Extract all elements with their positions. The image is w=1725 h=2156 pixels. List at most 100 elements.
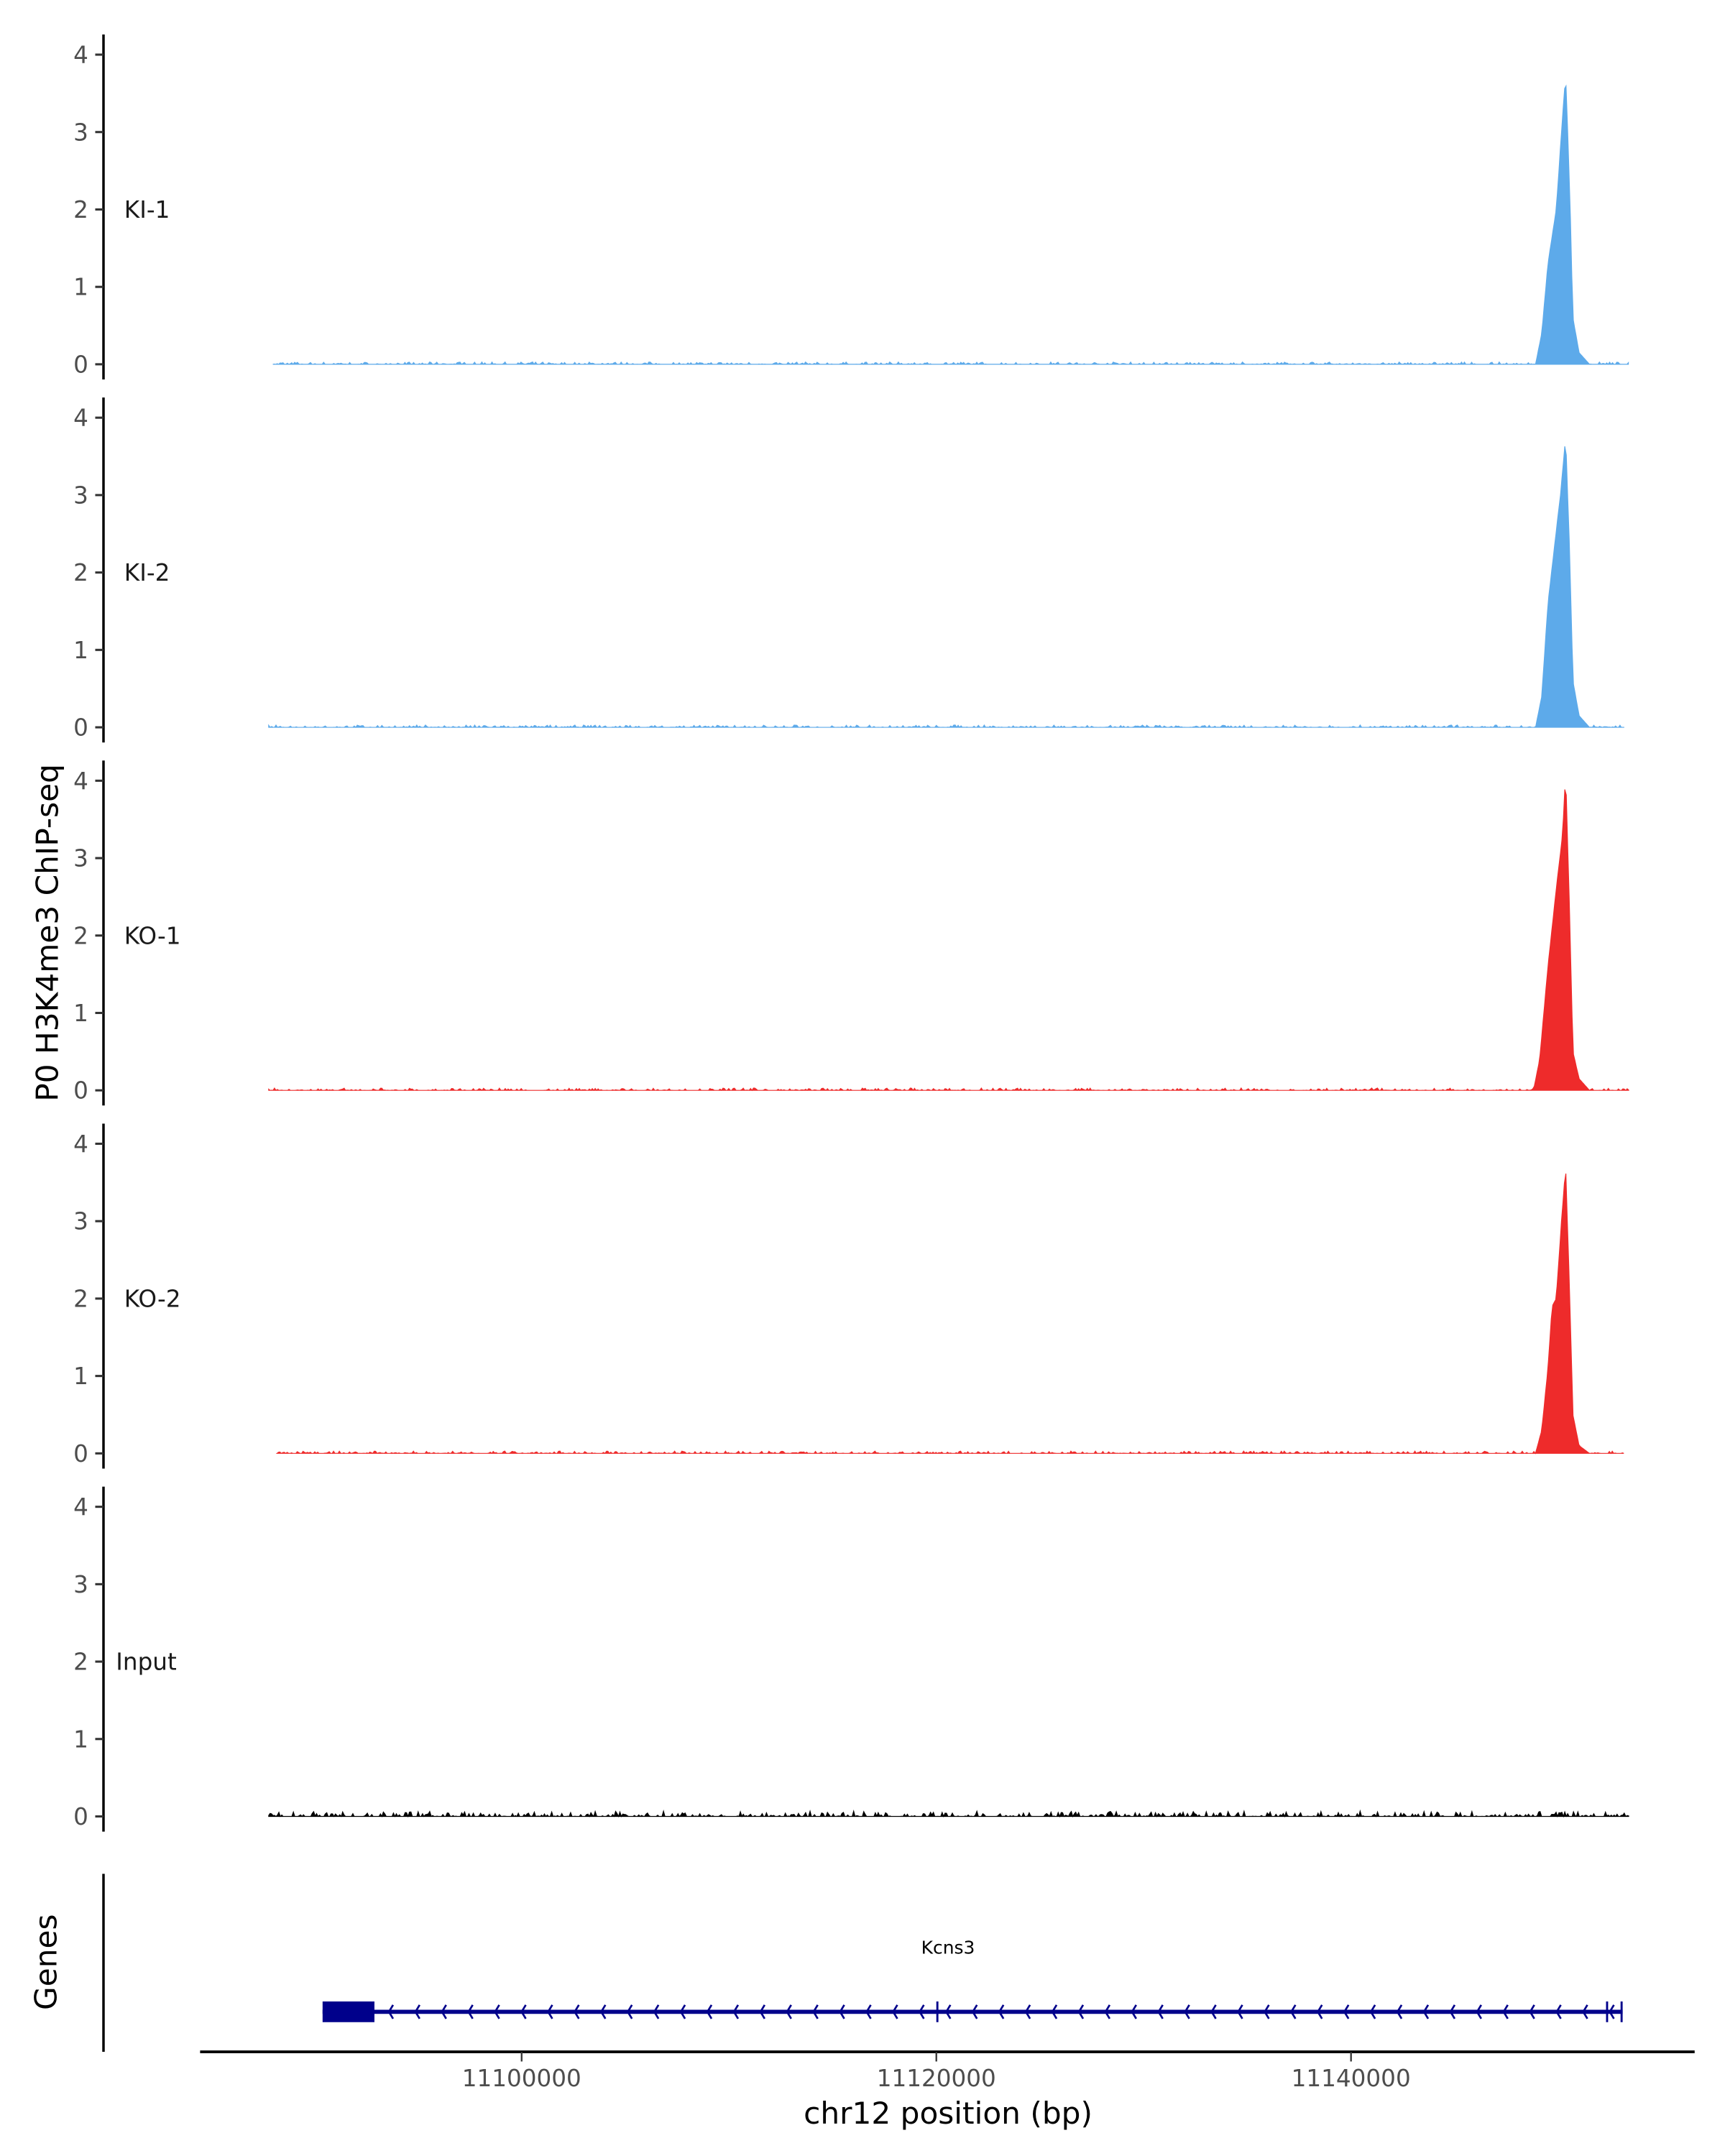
y-tick-label: 2 <box>73 1649 88 1676</box>
y-tick-label: 2 <box>73 196 88 224</box>
gene-model-kcns3 <box>322 2001 1623 2022</box>
strand-arrow-icon <box>786 2004 792 2019</box>
coverage-area-ki-2 <box>268 446 1624 729</box>
y-tick-label: 1 <box>73 1363 88 1390</box>
x-axis: 11100000 11120000 11140000 chr12 position … <box>200 2050 1695 2131</box>
strand-arrow-icon <box>1157 2004 1164 2019</box>
strand-arrow-icon <box>998 2004 1005 2019</box>
strand-arrow-icon <box>494 2004 500 2019</box>
gene-exon <box>322 2001 374 2022</box>
panel-ko-2: 0 1 2 3 4 KO-2 <box>73 1123 1624 1469</box>
panel-label: KO-1 <box>124 922 181 949</box>
gene-exon <box>936 2001 939 2022</box>
y-tick-label: 0 <box>73 351 88 378</box>
strand-arrow-icon <box>865 2004 872 2019</box>
y-tick-label: 0 <box>73 1803 88 1830</box>
strand-arrow-icon <box>759 2004 766 2019</box>
gene-track: Genes Kcns3 <box>29 1874 1623 2053</box>
strand-arrow-icon <box>812 2004 819 2019</box>
panel-ki-1: 0 1 2 3 4 KI-1 <box>73 34 1629 379</box>
x-tick-label: 11120000 <box>877 2065 996 2092</box>
y-tick-label: 1 <box>73 1726 88 1753</box>
coverage-area-input <box>268 1809 1629 1818</box>
strand-arrow-icon <box>1369 2004 1376 2019</box>
y-tick-label: 4 <box>73 42 88 69</box>
y-tick-label: 4 <box>73 405 88 432</box>
gene-label: Kcns3 <box>921 1938 975 1958</box>
strand-arrow-icon <box>1396 2004 1403 2019</box>
strand-arrow-icon <box>1476 2004 1482 2019</box>
strand-arrow-icon <box>1024 2004 1031 2019</box>
strand-arrow-icon <box>1609 2004 1615 2019</box>
panel-label: KO-2 <box>124 1285 181 1312</box>
strand-arrow-icon <box>892 2004 898 2019</box>
strand-arrow-icon <box>414 2004 420 2019</box>
gene-exon <box>1606 2001 1609 2022</box>
strand-arrow-icon <box>1502 2004 1509 2019</box>
y-tick-label: 4 <box>73 1130 88 1158</box>
strand-arrow-icon <box>626 2004 633 2019</box>
coverage-panels: 0 1 2 3 4 KI-1 0 1 2 3 4 KI-2 0 1 2 3 4 KO-1 0 1 2 3 4 KO-2 0 1 2 3… <box>73 34 1629 1832</box>
strand-arrow-icon <box>1449 2004 1456 2019</box>
strand-arrow-icon <box>467 2004 474 2019</box>
y-tick-label: 3 <box>73 845 88 872</box>
x-tick-label: 11100000 <box>462 2065 581 2092</box>
strand-arrow-icon <box>1343 2004 1350 2019</box>
y-tick-label: 4 <box>73 1493 88 1521</box>
strand-arrow-icon <box>944 2004 952 2019</box>
strand-arrow-icon <box>1077 2004 1085 2019</box>
panel-label: Input <box>116 1649 177 1676</box>
panel-ko-1: 0 1 2 3 4 KO-1 <box>73 760 1629 1106</box>
strand-arrow-icon <box>732 2004 740 2019</box>
y-tick-label: 1 <box>73 637 88 664</box>
y-tick-label: 4 <box>73 768 88 795</box>
y-axis-title: P0 H3K4me3 ChIP-seq <box>30 764 65 1102</box>
strand-arrow-icon <box>653 2004 660 2019</box>
y-tick-label: 0 <box>73 1077 88 1105</box>
strand-arrow-icon <box>520 2004 527 2019</box>
panel-label: KI-1 <box>124 196 170 224</box>
strand-arrow-icon <box>1237 2004 1243 2019</box>
strand-arrow-icon <box>441 2004 447 2019</box>
strand-arrow-icon <box>1290 2004 1297 2019</box>
strand-arrow-icon <box>919 2004 925 2019</box>
gene-track-title: Genes <box>29 1915 64 2010</box>
y-tick-label: 1 <box>73 274 88 301</box>
strand-arrow-icon <box>599 2004 607 2019</box>
strand-arrow-icon <box>1555 2004 1562 2019</box>
strand-arrow-icon <box>839 2004 845 2019</box>
strand-arrow-icon <box>1422 2004 1430 2019</box>
coverage-area-ki-1 <box>272 84 1629 365</box>
y-tick-label: 2 <box>73 559 88 586</box>
y-tick-label: 3 <box>73 482 88 509</box>
y-tick-label: 2 <box>73 922 88 949</box>
y-tick-label: 2 <box>73 1285 88 1312</box>
strand-arrow-icon <box>1264 2004 1270 2019</box>
coverage-area-ko-2 <box>275 1173 1624 1455</box>
strand-arrow-icon <box>706 2004 713 2019</box>
x-tick-label: 11140000 <box>1292 2065 1411 2092</box>
panel-ki-2: 0 1 2 3 4 KI-2 <box>73 397 1624 743</box>
y-tick-label: 3 <box>73 1571 88 1598</box>
strand-arrow-icon <box>547 2004 553 2019</box>
strand-arrow-icon <box>1051 2004 1058 2019</box>
strand-arrow-icon <box>1582 2004 1588 2019</box>
strand-arrow-icon <box>574 2004 580 2019</box>
strand-arrow-icon <box>1131 2004 1137 2019</box>
y-tick-label: 1 <box>73 1000 88 1027</box>
y-tick-label: 0 <box>73 1440 88 1468</box>
strand-arrow-icon <box>1104 2004 1111 2019</box>
coverage-area-ko-1 <box>268 789 1629 1092</box>
strand-arrow-icon <box>1529 2004 1535 2019</box>
strand-arrow-icon <box>1184 2004 1190 2019</box>
y-tick-label: 3 <box>73 119 88 146</box>
strand-arrow-icon <box>387 2004 395 2019</box>
y-tick-label: 3 <box>73 1208 88 1235</box>
strand-arrow-icon <box>679 2004 686 2019</box>
panel-label: KI-2 <box>124 559 170 586</box>
strand-arrow-icon <box>1210 2004 1217 2019</box>
gene-exon <box>1620 2001 1623 2022</box>
strand-arrow-icon <box>1316 2004 1323 2019</box>
panel-input: 0 1 2 3 4 Input <box>73 1486 1629 1832</box>
